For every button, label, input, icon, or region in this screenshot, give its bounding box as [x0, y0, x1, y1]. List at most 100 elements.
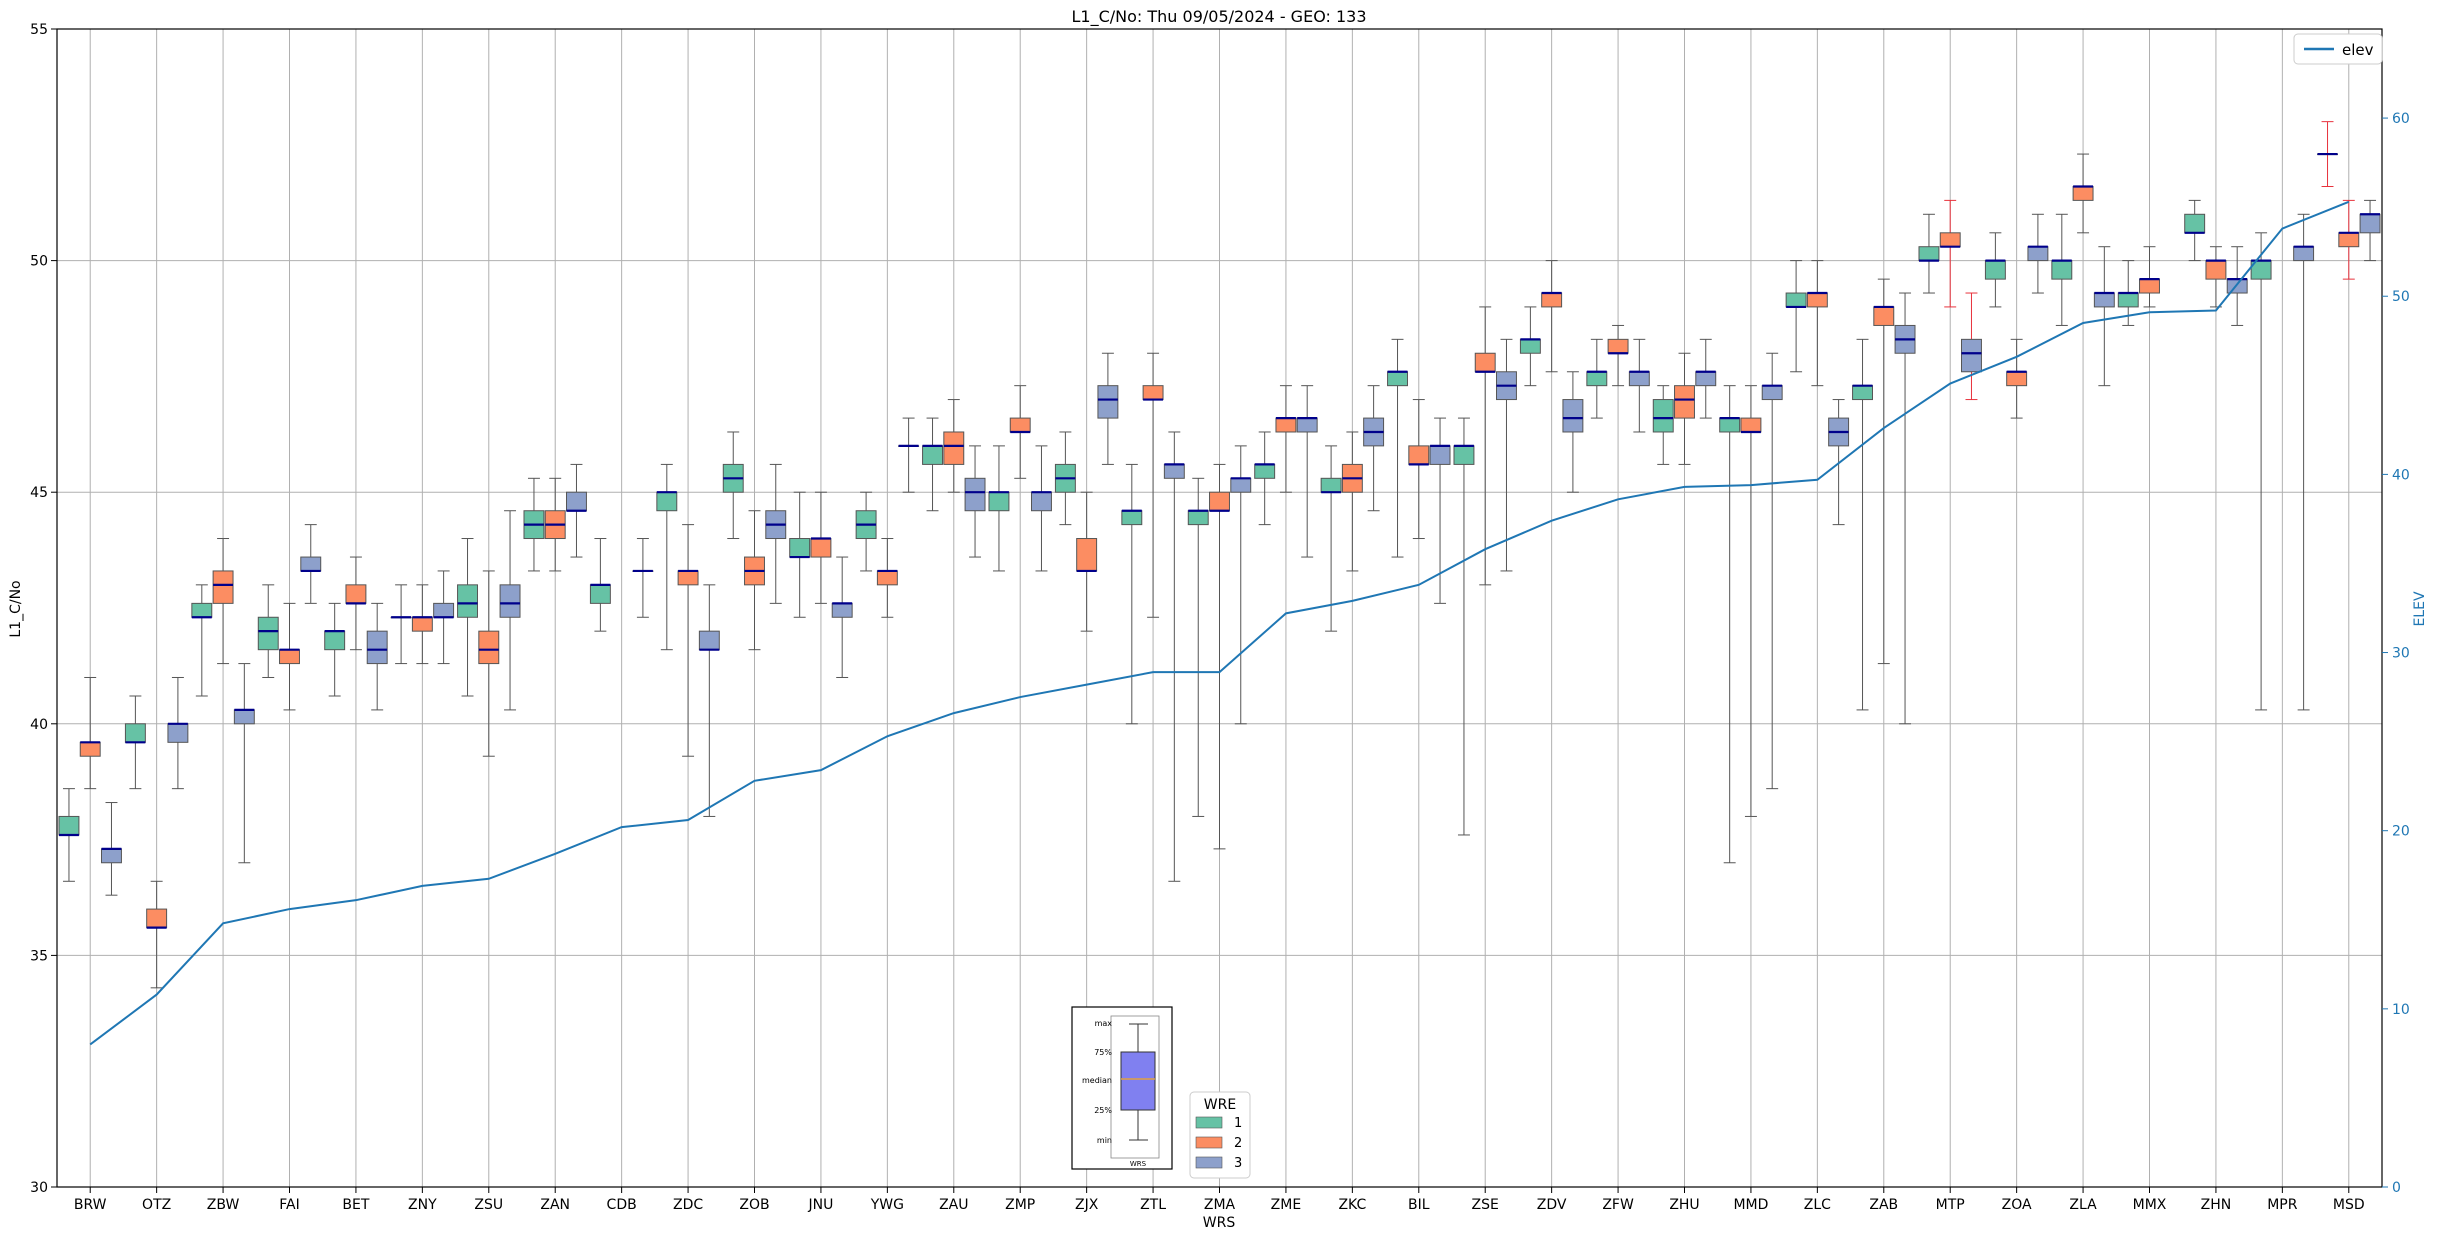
- box-iqr: [433, 602, 455, 618]
- box-iqr: [2226, 278, 2248, 294]
- box-plot-wre-1-ZTL: [1121, 463, 1143, 725]
- box-iqr: [79, 741, 101, 757]
- box-plot-wre-3-ZSE: [1496, 338, 1517, 572]
- box-plot-wre-3-FAI: [300, 524, 322, 604]
- box-layer: [58, 121, 2381, 989]
- box-plot-wre-2-ZHN: [2205, 246, 2227, 308]
- box-plot-wre-1-ZHN: [2184, 199, 2206, 262]
- x-tick-label: BRW: [74, 1197, 107, 1213]
- box-iqr: [1695, 371, 1717, 387]
- box-plot-wre-1-ZOB: [722, 431, 744, 540]
- box-iqr: [1873, 306, 1895, 326]
- box-iqr: [345, 584, 367, 604]
- box-plot-wre-2-ZTL: [1142, 352, 1164, 618]
- x-tick-label: MSD: [2333, 1197, 2365, 1213]
- box-plot-wre-1-ZJX: [1054, 431, 1076, 526]
- x-tick-label: ZSU: [474, 1197, 503, 1213]
- box-plot-wre-2-OTZ: [146, 880, 168, 989]
- box-plot-wre-3-BIL: [1429, 417, 1451, 604]
- box-plot-wre-3-ZSU: [499, 510, 521, 711]
- y-tick-label: 50: [30, 254, 48, 270]
- box-iqr: [1387, 371, 1408, 387]
- box-plot-wre-2-BET: [345, 556, 367, 651]
- box-plot-wre-3-MTP: [1961, 292, 1982, 401]
- box-iqr: [988, 491, 1010, 512]
- wre-legend-label-2: 2: [1234, 1136, 1242, 1151]
- x-tick-label: ZSE: [1472, 1197, 1499, 1213]
- wre-legend-title: WRE: [1204, 1097, 1236, 1113]
- box-plot-wre-2-ZAU: [943, 399, 965, 493]
- box-iqr: [1163, 463, 1185, 479]
- y2-tick-label: 0: [2392, 1180, 2401, 1196]
- box-plot-wre-2-ZDV: [1541, 260, 1563, 373]
- box-iqr: [366, 630, 388, 665]
- box-plot-wre-3-MMD: [1761, 352, 1783, 790]
- box-plot-wre-3-ZOA: [2027, 213, 2049, 294]
- y2-tick-label: 40: [2392, 467, 2410, 483]
- box-plot-wre-2-MMX: [2139, 246, 2160, 308]
- box-iqr: [2205, 260, 2227, 280]
- y2-tick-label: 10: [2392, 1002, 2410, 1018]
- box-key-label-max: max: [1095, 1019, 1113, 1028]
- box-iqr: [1607, 338, 1629, 354]
- box-iqr: [1121, 510, 1143, 526]
- box-iqr: [478, 630, 500, 665]
- box-plot-wre-1-MTP: [1918, 213, 1940, 294]
- box-plot-wre-3-ZLC: [1828, 399, 1850, 526]
- x-tick-label: ZME: [1271, 1197, 1302, 1213]
- box-iqr: [1209, 491, 1230, 512]
- box-plot-wre-2-ZHU: [1674, 352, 1695, 465]
- box-plot-wre-2-ZOB: [744, 510, 765, 651]
- box-plot-wre-1-ZLA: [2051, 213, 2073, 326]
- box-iqr: [233, 709, 255, 725]
- x-tick-label: YWG: [870, 1197, 904, 1213]
- box-plot-wre-2-ZAN: [544, 477, 566, 572]
- wre-legend-frame: [1189, 1091, 1251, 1179]
- box-iqr: [212, 570, 234, 604]
- box-iqr: [698, 630, 720, 651]
- box-plot-wre-1-MPR: [2250, 232, 2272, 711]
- box-iqr: [300, 556, 322, 572]
- box-plot-wre-1-MMX: [2117, 260, 2139, 326]
- box-plot-wre-3-ZKC: [1363, 385, 1385, 512]
- wre-legend-label-1: 1: [1234, 1116, 1242, 1131]
- box-plot-wre-3-CDB: [632, 538, 654, 618]
- x-tick-label: ZKC: [1338, 1197, 1366, 1213]
- box-plot-wre-3-ZMP: [1031, 445, 1052, 572]
- box-iqr: [2117, 292, 2139, 308]
- wre-legend-swatch-2: [1195, 1136, 1223, 1149]
- chart-title: L1_C/No: Thu 09/05/2024 - GEO: 133: [1071, 7, 1366, 27]
- y2-tick-label: 30: [2392, 646, 2410, 662]
- box-plot-wre-1-ZNY: [390, 584, 412, 665]
- box-plot-wre-2-FAI: [279, 602, 300, 711]
- box-plot-wre-2-MSD: [2317, 121, 2338, 187]
- box-plot-wre-3-ZMA: [1230, 445, 1252, 725]
- box-iqr: [1320, 477, 1342, 493]
- box-plot-wre-1-MMD: [1719, 385, 1741, 864]
- y-tick-label: 40: [30, 717, 48, 733]
- box-iqr: [1474, 352, 1496, 373]
- box-plot-wre-1-ZFW: [1586, 338, 1608, 419]
- x-tick-label: ZNY: [408, 1197, 437, 1213]
- box-plot-wre-1-ZMA: [1187, 477, 1209, 817]
- box-iqr: [146, 908, 168, 929]
- box-plot-wre-2-ZLC: [1806, 260, 1828, 387]
- box-iqr: [1254, 463, 1276, 479]
- box-iqr: [2072, 185, 2094, 201]
- y-tick-label: 35: [30, 948, 48, 964]
- box-plot-wre-1-BET: [324, 602, 346, 697]
- box-iqr: [789, 538, 811, 558]
- box-iqr: [1961, 338, 1982, 373]
- x-tick-label: ZHU: [1669, 1197, 1699, 1213]
- box-plot-wre-2-YWG: [876, 538, 898, 618]
- x-tick-label: BET: [342, 1197, 369, 1213]
- box-plot-wre-1-OTZ: [124, 695, 146, 790]
- box-iqr: [922, 445, 943, 465]
- x-axis-label: WRS: [1203, 1215, 1236, 1231]
- box-iqr: [1097, 385, 1119, 419]
- box-iqr: [167, 723, 189, 743]
- x-tick-label: ZAN: [540, 1197, 570, 1213]
- box-plot-wre-3-ZAN: [566, 463, 587, 558]
- wre-legend-label-3: 3: [1234, 1156, 1242, 1171]
- box-iqr: [2338, 232, 2360, 248]
